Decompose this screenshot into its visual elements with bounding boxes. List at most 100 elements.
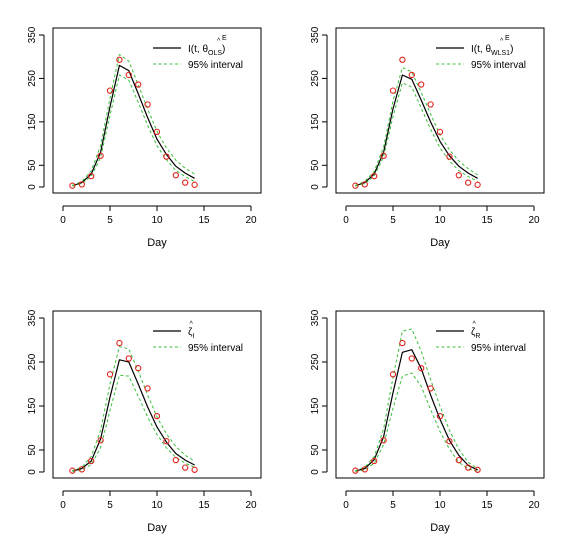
interval-lower-curve — [355, 372, 478, 473]
y-tick-label: 350 — [27, 309, 38, 326]
observed-point — [399, 56, 406, 63]
observed-point — [163, 153, 170, 160]
observed-point — [88, 457, 95, 465]
observed-point — [125, 355, 132, 362]
observed-point — [97, 152, 104, 159]
observed-point — [69, 182, 76, 189]
legend-hat-symbol: ^ — [190, 321, 194, 328]
legend-superscript: E — [505, 35, 510, 42]
observed-point — [135, 365, 142, 372]
observed-point — [172, 456, 179, 464]
legend-hat-symbol: ^ — [217, 38, 221, 45]
observed-point — [474, 181, 481, 188]
observed-point — [153, 128, 161, 135]
y-tick-label: 150 — [27, 113, 38, 130]
x-tick-label: 20 — [528, 215, 540, 226]
interval-lower-curve — [355, 82, 478, 187]
observed-point — [418, 81, 425, 88]
legend-label-sub: R — [475, 333, 480, 340]
observed-point — [389, 87, 397, 94]
x-axis-label: Day — [430, 522, 450, 534]
y-tick-label: 0 — [310, 184, 321, 190]
x-tick-label: 0 — [343, 215, 349, 226]
legend-label-interval: 95% interval — [188, 343, 243, 354]
legend-label-sub: I — [192, 333, 194, 340]
interval-upper-curve — [355, 328, 478, 472]
observed-point — [427, 385, 434, 392]
legend-label-fit: ζR — [471, 327, 480, 340]
observed-point — [408, 355, 415, 362]
plot-frame — [52, 310, 262, 479]
observed-point — [427, 101, 434, 108]
legend-label-interval: 95% interval — [471, 60, 526, 71]
legend-label-main: ζ — [188, 327, 193, 338]
x-tick-label: 15 — [481, 500, 493, 511]
y-tick-label: 250 — [310, 353, 321, 370]
y-tick-label: 350 — [27, 26, 38, 43]
x-tick-label: 20 — [528, 500, 540, 511]
observed-point — [97, 437, 104, 444]
legend-label-fit: ζI — [188, 327, 194, 340]
plot-frame — [335, 310, 545, 479]
interval-lower-curve — [72, 74, 195, 187]
x-tick-label: 0 — [343, 500, 349, 511]
x-tick-label: 10 — [151, 215, 163, 226]
observed-point — [116, 339, 123, 347]
legend-label-main: I(t, θ — [471, 44, 491, 55]
observed-point — [88, 172, 95, 180]
y-tick-label: 250 — [310, 70, 321, 87]
legend-hat-symbol: ^ — [500, 38, 504, 45]
x-tick-label: 5 — [390, 215, 396, 226]
observed-point — [436, 128, 444, 135]
observed-point — [474, 466, 481, 473]
legend-superscript: E — [222, 35, 227, 42]
x-tick-label: 20 — [245, 500, 257, 511]
observed-point — [78, 466, 85, 473]
y-tick-label: 150 — [27, 397, 38, 414]
y-tick-label: 0 — [27, 184, 38, 190]
observed-point — [455, 172, 462, 179]
y-tick-label: 50 — [310, 444, 321, 456]
legend-label-fit: I(t, θWLS1) — [471, 44, 513, 57]
y-tick-label: 350 — [310, 26, 321, 43]
x-tick-label: 10 — [434, 215, 446, 226]
observed-point — [135, 81, 142, 88]
observed-point — [446, 438, 453, 445]
x-tick-label: 10 — [151, 500, 163, 511]
observed-point — [172, 172, 179, 179]
observed-point — [182, 464, 189, 471]
observed-point — [371, 172, 378, 180]
y-tick-label: 350 — [310, 309, 321, 326]
observed-point — [125, 71, 132, 79]
y-tick-label: 250 — [27, 353, 38, 370]
x-axis-label: Day — [147, 522, 167, 534]
observed-point — [69, 467, 76, 474]
x-tick-label: 15 — [198, 500, 210, 511]
observed-point — [191, 466, 198, 473]
observed-point — [153, 412, 161, 420]
legend-label-interval: 95% interval — [188, 60, 243, 71]
chart-panel-1: 0 50 150 250 350 0 5 10 15 20 Day I(t, θOLS)^ E 95% i… — [27, 26, 262, 249]
y-tick-label: 50 — [27, 159, 38, 171]
observed-point — [436, 412, 444, 420]
observed-point — [465, 464, 472, 471]
interval-upper-curve — [355, 67, 478, 186]
y-tick-label: 250 — [27, 70, 38, 87]
interval-upper-curve — [72, 54, 195, 186]
observed-point — [182, 179, 189, 186]
fitted-curve — [72, 359, 195, 472]
legend-label-interval: 95% interval — [471, 343, 526, 354]
x-axis-label: Day — [430, 237, 450, 249]
observed-point — [380, 152, 387, 159]
observed-point — [371, 457, 378, 465]
x-tick-label: 0 — [60, 215, 66, 226]
legend-label-close: ) — [222, 44, 225, 55]
legend-label-sub: OLS — [208, 50, 222, 57]
x-tick-label: 20 — [245, 215, 257, 226]
observed-point — [408, 71, 415, 79]
y-tick-label: 0 — [27, 469, 38, 475]
legend: ζI^95% interval — [153, 321, 243, 354]
y-tick-label: 50 — [310, 159, 321, 171]
